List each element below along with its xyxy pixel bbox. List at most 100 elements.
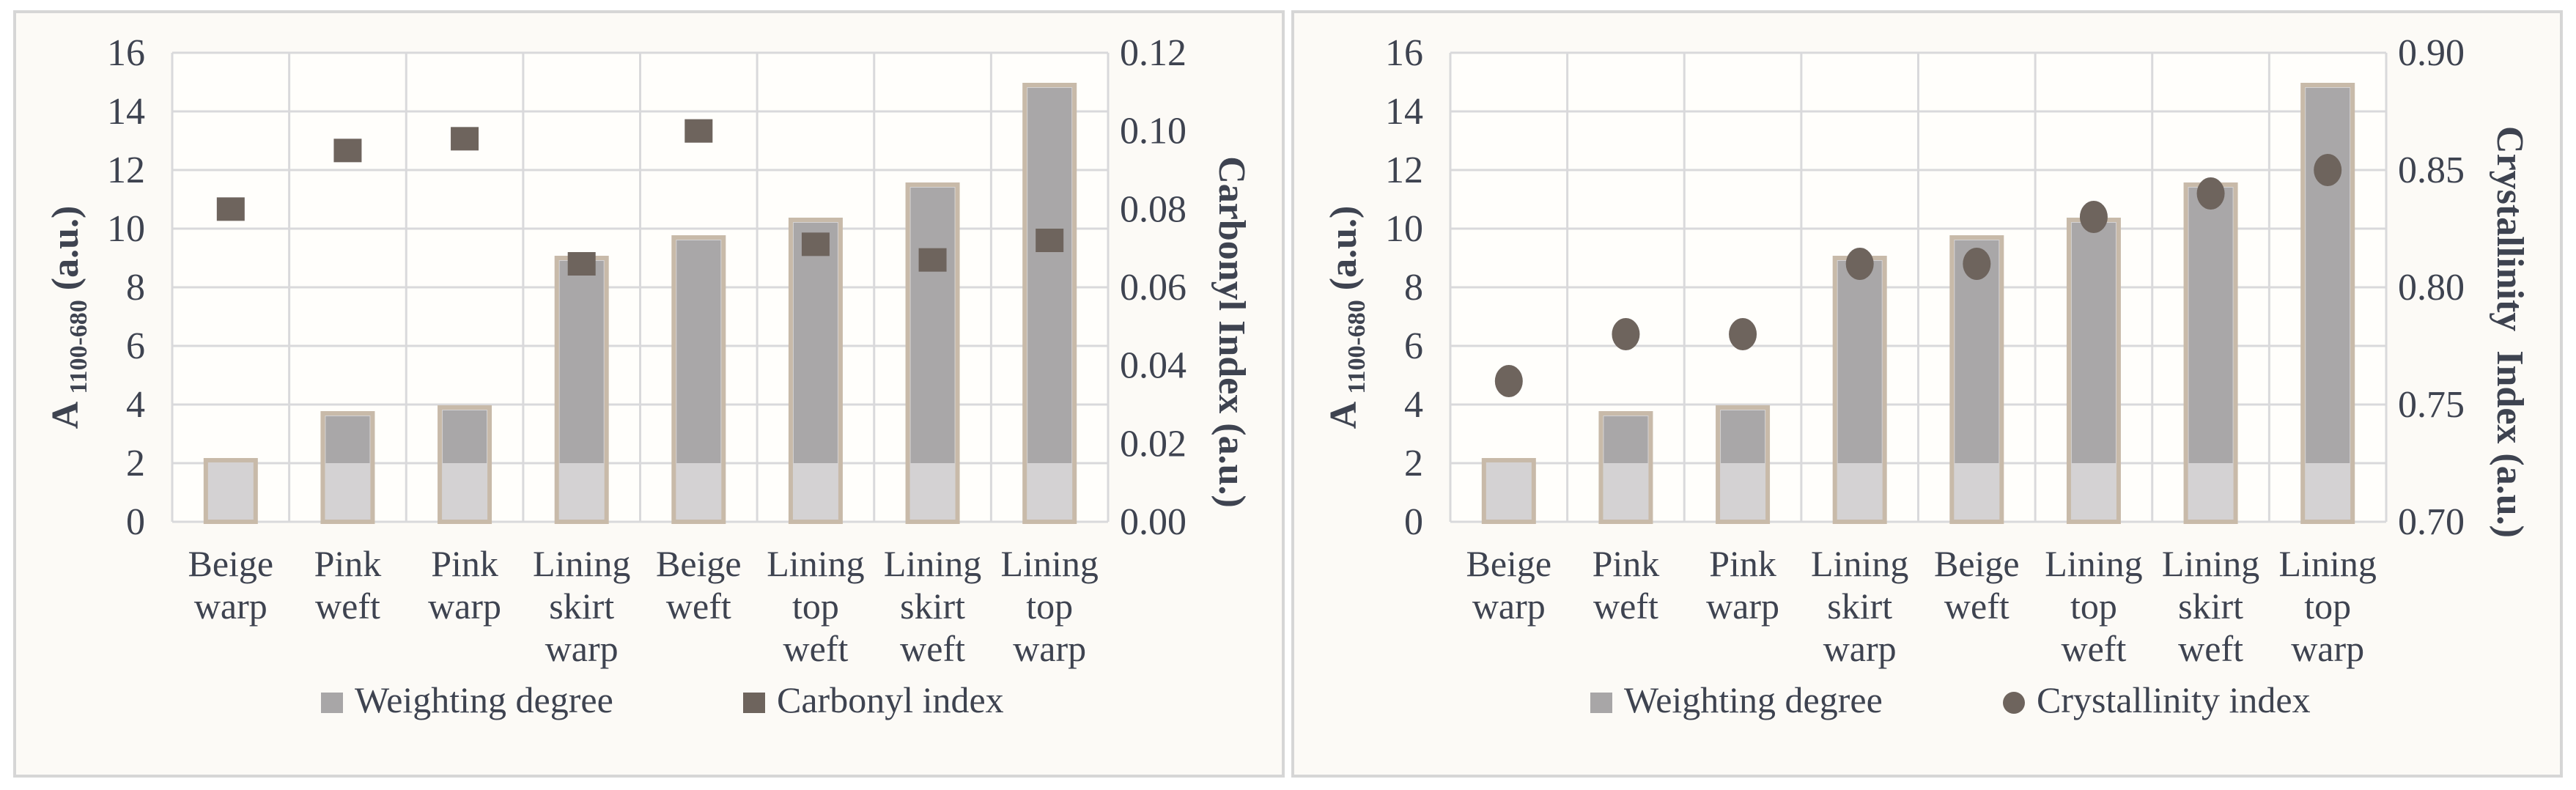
legend: Weighting degree Crystallinity index (1590, 679, 2311, 720)
marker-beige-warp (1494, 365, 1523, 397)
category-label-lining-top-weft: Lining top weft (2045, 543, 2142, 669)
legend: Weighting degree Carbonyl index (321, 679, 1004, 720)
category-label-pink-warp: Pink warp (428, 543, 501, 627)
marker-lining-top-warp (2314, 154, 2342, 186)
bar-upper-segment (676, 240, 721, 463)
marker-lining-skirt-weft (2196, 177, 2225, 210)
category-label-beige-warp: Beige warp (1466, 543, 1551, 627)
right-tick-label: 0.06 (1120, 267, 1186, 309)
svg-text:A 1100-680 (a.u.): A 1100-680 (a.u.) (45, 206, 92, 429)
bar-upper-segment (1837, 261, 1882, 463)
left-axis-ticks: 0 2 4 6 8 10 12 14 16 (1385, 32, 1423, 543)
bar-upper-segment (1603, 416, 1648, 463)
left-tick-label: 8 (126, 267, 145, 309)
left-tick-label: 4 (1404, 384, 1423, 426)
category-label-lining-skirt-warp: Lining skirt warp (533, 543, 630, 669)
category-label-pink-warp: Pink warp (1706, 543, 1779, 627)
bar-upper-segment (1721, 410, 1765, 463)
left-tick-label: 12 (1385, 149, 1423, 191)
left-axis-title-unit: (a.u.) (45, 206, 86, 300)
svg-text:A 1100-680 (a.u.): A 1100-680 (a.u.) (1323, 206, 1370, 429)
marker-lining-skirt-weft (918, 248, 947, 272)
weighting-carbonyl-chart-panel: 0 2 4 6 8 10 12 14 16 0.00 0.02 0.04 0.06 0.08 0.10 0.1… (13, 10, 1285, 778)
left-axis-title-main: A (45, 394, 86, 429)
marker-beige-weft (684, 119, 713, 143)
legend-swatch-crystallinity-index (2003, 692, 2025, 714)
left-axis-title-sub: 1100-680 (65, 300, 92, 394)
marker-lining-top-weft (801, 232, 830, 256)
left-tick-label: 0 (1404, 501, 1423, 543)
left-tick-label: 2 (126, 443, 145, 484)
bar-upper-segment (910, 188, 955, 463)
left-axis-title-unit: (a.u.) (1323, 206, 1365, 300)
category-label-lining-skirt-weft: Lining skirt weft (2162, 543, 2259, 669)
left-tick-label: 12 (107, 149, 145, 191)
bar-upper-segment (2188, 188, 2233, 463)
left-tick-label: 10 (1385, 208, 1423, 250)
left-tick-label: 6 (126, 325, 145, 367)
bar-upper-segment (2071, 223, 2116, 463)
left-tick-label: 2 (1404, 443, 1423, 484)
right-tick-label: 0.70 (2398, 501, 2465, 543)
category-label-lining-skirt-weft: Lining skirt weft (884, 543, 981, 669)
left-axis-title-sub: 1100-680 (1343, 300, 1370, 394)
weighting-crystallinity-chart: 0 2 4 6 8 10 12 14 16 0.70 0.75 0.80 0.85 0.90 A 1100-… (1323, 32, 2531, 720)
marker-series-carbonyl-index (216, 119, 1064, 276)
left-tick-label: 4 (126, 384, 145, 426)
legend-label-weighting-degree: Weighting degree (355, 679, 613, 720)
category-label-lining-top-warp: Lining top warp (1001, 543, 1099, 669)
right-tick-label: 0.80 (2398, 267, 2465, 309)
right-axis-title-text: Crystallinity Index (a.u.) (2489, 126, 2531, 538)
right-tick-label: 0.85 (2398, 149, 2465, 191)
marker-lining-skirt-warp (1845, 248, 1874, 280)
right-axis-title: Crystallinity Index (a.u.) (2489, 126, 2531, 538)
bar-upper-segment (793, 223, 838, 463)
category-label-beige-weft: Beige weft (656, 543, 742, 627)
marker-lining-top-warp (1036, 229, 1064, 252)
marker-pink-warp (451, 127, 479, 151)
left-tick-label: 14 (107, 91, 145, 133)
right-axis-ticks: 0.00 0.02 0.04 0.06 0.08 0.10 0.12 (1120, 32, 1186, 543)
bar-series-weighting-degree (203, 83, 1077, 524)
category-label-lining-top-weft: Lining top weft (767, 543, 864, 669)
bar-series-weighting-degree (1481, 83, 2355, 524)
marker-beige-weft (1963, 248, 1991, 280)
right-axis-title: Carbonyl Index (a.u.) (1211, 156, 1252, 508)
category-label-pink-weft: Pink weft (314, 543, 382, 627)
legend-label-carbonyl-index: Carbonyl index (777, 679, 1004, 720)
right-tick-label: 0.08 (1120, 188, 1186, 230)
bar-beige-warp (203, 458, 258, 524)
marker-lining-top-weft (2079, 201, 2108, 233)
left-axis-title-main: A (1323, 394, 1365, 429)
right-tick-label: 0.90 (2398, 32, 2465, 74)
category-label-lining-top-warp: Lining top warp (2279, 543, 2377, 669)
marker-pink-weft (333, 139, 362, 163)
right-tick-label: 0.12 (1120, 32, 1186, 74)
left-tick-label: 16 (107, 32, 145, 74)
left-tick-label: 14 (1385, 91, 1423, 133)
left-tick-label: 16 (1385, 32, 1423, 74)
legend-label-weighting-degree: Weighting degree (1624, 679, 1883, 720)
left-tick-label: 10 (107, 208, 145, 250)
left-axis-title: A 1100-680 (a.u.) (1323, 206, 1370, 429)
category-label-lining-skirt-warp: Lining skirt warp (1811, 543, 1908, 669)
legend-swatch-weighting-degree (1590, 693, 1612, 713)
category-label-beige-warp: Beige warp (188, 543, 273, 627)
category-label-beige-weft: Beige weft (1934, 543, 2020, 627)
bar-upper-segment (2306, 88, 2350, 463)
right-tick-label: 0.02 (1120, 423, 1186, 465)
left-tick-label: 0 (126, 501, 145, 543)
left-axis-title: A 1100-680 (a.u.) (45, 206, 92, 429)
bar-upper-segment (1027, 88, 1072, 463)
legend-swatch-weighting-degree (321, 693, 343, 713)
category-labels: Beige warp Pink weft Pink warp Lining skirt warp… (1466, 543, 2376, 669)
left-tick-label: 8 (1404, 267, 1423, 309)
category-labels: Beige warp Pink weft Pink warp Lining skirt warp… (188, 543, 1098, 669)
bar-upper-segment (559, 261, 604, 463)
weighting-carbonyl-chart: 0 2 4 6 8 10 12 14 16 0.00 0.02 0.04 0.06 0.08 0.10 0.1… (45, 32, 1252, 720)
marker-series-crystallinity-index (1494, 154, 2342, 397)
legend-label-crystallinity-index: Crystallinity index (2037, 679, 2311, 720)
weighting-crystallinity-chart-panel: 0 2 4 6 8 10 12 14 16 0.70 0.75 0.80 0.85 0.90 A 1100-… (1291, 10, 2563, 778)
left-tick-label: 6 (1404, 325, 1423, 367)
